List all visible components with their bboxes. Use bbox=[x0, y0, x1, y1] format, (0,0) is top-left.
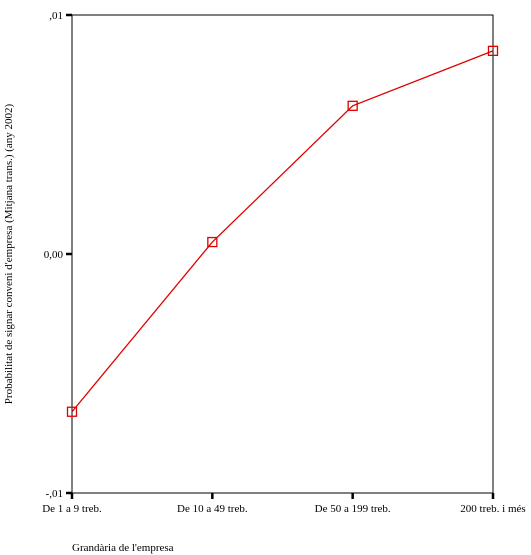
data-point bbox=[487, 45, 499, 56]
x-tick-label: De 10 a 49 treb. bbox=[177, 503, 248, 515]
y-tick-label: ,01 bbox=[49, 10, 63, 22]
y-tick-label: -,01 bbox=[46, 488, 63, 500]
y-axis: -,01 0,00 ,01 bbox=[44, 10, 72, 500]
x-tick-label: De 50 a 199 treb. bbox=[315, 503, 391, 515]
x-tick-label: De 1 a 9 treb. bbox=[42, 503, 102, 515]
x-tick-label: 200 treb. i més bbox=[460, 503, 525, 515]
data-point bbox=[66, 406, 78, 417]
data-point bbox=[207, 236, 218, 248]
plot-frame bbox=[71, 14, 494, 494]
x-axis: De 1 a 9 treb. De 10 a 49 treb. De 50 a 19… bbox=[42, 493, 526, 515]
series-markers bbox=[66, 45, 499, 417]
x-axis-label: Grandària de l'empresa bbox=[72, 542, 174, 554]
data-point bbox=[347, 100, 358, 111]
series-line bbox=[71, 50, 494, 413]
y-tick-label: 0,00 bbox=[44, 249, 64, 261]
y-axis-label: Probabilitat de signar conveni d'empresa… bbox=[3, 103, 15, 404]
